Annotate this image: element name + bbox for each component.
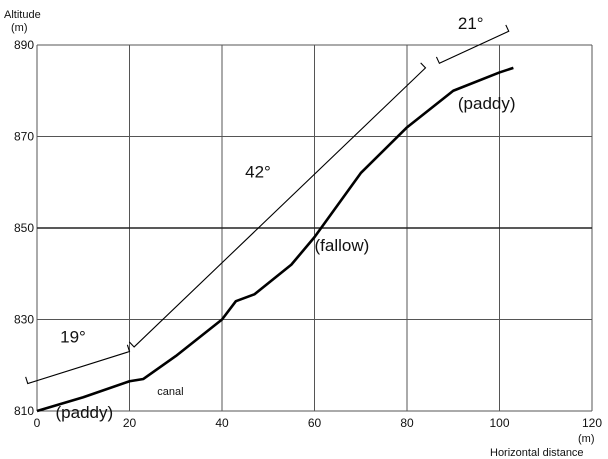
tick-labels: 0 20 40 60 80 100 120 810 830 850 870 890	[14, 38, 602, 430]
x-tick-label: 60	[308, 416, 322, 430]
annotation-label: (paddy)	[56, 403, 114, 422]
annotation-label: 19°	[60, 327, 86, 346]
y-tick-label: 810	[14, 404, 34, 418]
x-tick-label: 120	[582, 416, 602, 430]
y-tick-label: 890	[14, 38, 34, 52]
x-tick-label: 40	[215, 416, 229, 430]
slope-bracket	[128, 62, 427, 348]
x-tick-label: 0	[34, 416, 41, 430]
x-tick-label: 80	[400, 416, 414, 430]
x-tick-label: 100	[489, 416, 509, 430]
x-axis-unit: (m)	[578, 433, 595, 445]
y-tick-label: 870	[14, 130, 34, 144]
annotation-label: 21°	[458, 14, 484, 33]
annotations: (paddy) canal (fallow) (paddy) 19° 42° 21°	[56, 14, 516, 422]
x-axis-title: Horizontal distance	[490, 447, 584, 459]
series-layer	[36, 66, 514, 413]
annotation-label: 42°	[245, 163, 271, 182]
x-tick-label: 20	[123, 416, 137, 430]
y-axis-title: Altitude	[4, 9, 41, 21]
grid	[36, 44, 593, 412]
slope-bracket	[25, 344, 131, 385]
y-axis-unit: (m)	[11, 22, 28, 34]
terrain-profile-line	[36, 66, 514, 413]
annotation-label: canal	[157, 386, 183, 398]
y-tick-label: 830	[14, 313, 34, 327]
annotation-label: (paddy)	[458, 94, 516, 113]
y-tick-label: 850	[14, 221, 34, 235]
slope-brackets	[25, 24, 510, 385]
annotation-label: (fallow)	[315, 236, 370, 255]
slope-bracket	[435, 24, 510, 65]
